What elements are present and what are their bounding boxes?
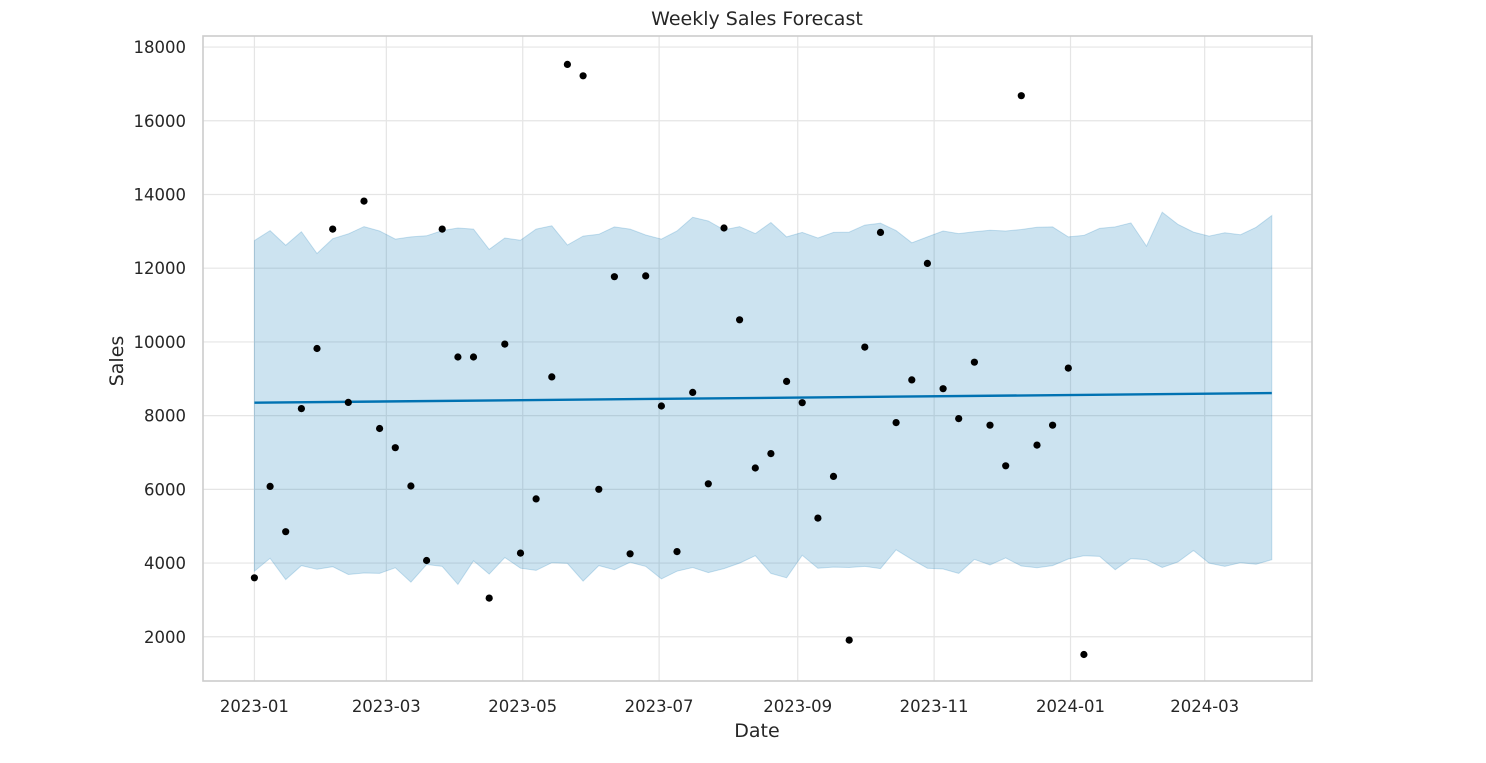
observed-point — [1033, 441, 1041, 449]
y-tick-label: 12000 — [134, 259, 187, 278]
observed-point — [532, 495, 540, 503]
observed-point — [1080, 650, 1088, 659]
observed-point — [360, 197, 368, 205]
observed-point — [438, 225, 446, 233]
observed-point — [704, 480, 712, 488]
observed-point — [626, 550, 634, 558]
observed-points — [250, 60, 1088, 659]
observed-point — [986, 421, 994, 429]
y-tick-label: 14000 — [134, 186, 187, 205]
x-tick-label: 2023-01 — [220, 697, 289, 716]
plot-frame — [202, 35, 1313, 682]
observed-point — [876, 228, 885, 236]
observed-point — [595, 485, 603, 493]
observed-point — [673, 548, 681, 556]
observed-point — [407, 482, 415, 490]
observed-point — [266, 482, 274, 490]
observed-point — [579, 72, 587, 80]
observed-point — [767, 450, 775, 458]
observed-point — [548, 373, 556, 381]
x-tick-label: 2024-01 — [1036, 697, 1105, 716]
y-tick-label: 8000 — [144, 407, 186, 426]
observed-point — [610, 273, 619, 281]
y-tick-label: 18000 — [134, 38, 187, 57]
observed-point — [313, 344, 321, 353]
observed-point — [454, 353, 462, 361]
observed-point — [798, 399, 806, 407]
y-tick-label: 16000 — [134, 112, 187, 131]
observed-point — [391, 444, 399, 452]
y-axis-ticks: 2000 4000 6000 8000 10000 12000 14000 16000 1800… — [134, 38, 187, 647]
observed-point — [1017, 92, 1025, 100]
observed-point — [892, 419, 900, 427]
y-tick-label: 2000 — [144, 628, 186, 647]
observed-point — [297, 405, 305, 413]
observed-point — [923, 259, 932, 267]
y-tick-label: 6000 — [144, 480, 186, 499]
observed-point — [250, 574, 258, 582]
observed-point — [423, 556, 431, 565]
observed-point — [563, 60, 572, 68]
x-axis-ticks: 2023-01 2023-03 2023-05 2023-07 2023-09 2023-… — [220, 697, 1239, 716]
observed-point — [689, 388, 697, 396]
grid-layer — [203, 36, 1312, 681]
observed-point — [861, 343, 869, 351]
observed-point — [814, 514, 822, 522]
x-tick-label: 2023-05 — [488, 697, 557, 716]
observed-point — [720, 224, 728, 232]
observed-point — [485, 594, 493, 602]
observed-point — [955, 415, 963, 423]
x-tick-label: 2023-07 — [625, 697, 694, 716]
observed-point — [736, 316, 744, 324]
forecast-trend-line — [254, 391, 1272, 404]
y-axis-label: Sales — [106, 336, 128, 387]
observed-point — [376, 424, 384, 433]
observed-point — [329, 225, 337, 233]
observed-point — [344, 398, 352, 406]
x-axis-label: Date — [734, 720, 779, 742]
observed-point — [657, 402, 666, 410]
observed-point — [1049, 421, 1057, 429]
observed-point — [501, 340, 509, 348]
observed-point — [908, 376, 916, 384]
x-tick-label: 2024-03 — [1170, 697, 1239, 716]
y-tick-label: 10000 — [134, 333, 187, 352]
observed-point — [1002, 462, 1010, 470]
observed-point — [783, 377, 791, 385]
x-tick-label: 2023-09 — [763, 697, 832, 716]
y-tick-label: 4000 — [144, 554, 186, 573]
observed-point — [829, 472, 838, 480]
observed-point — [1064, 364, 1072, 372]
x-tick-label: 2023-11 — [900, 697, 969, 716]
observed-point — [751, 464, 759, 472]
observed-point — [970, 358, 979, 366]
x-tick-label: 2023-03 — [352, 697, 421, 716]
observed-point — [642, 272, 650, 280]
chart-title: Weekly Sales Forecast — [651, 8, 863, 30]
observed-point — [469, 353, 478, 361]
observed-point — [516, 549, 525, 557]
observed-point — [939, 385, 947, 393]
observed-point — [845, 636, 853, 644]
observed-point — [282, 528, 290, 536]
